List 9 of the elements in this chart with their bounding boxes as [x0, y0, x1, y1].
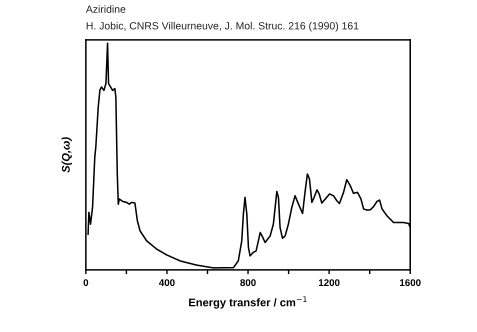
y-axis-title: S(Q,ω): [62, 137, 72, 173]
x-tick-label: 0: [84, 279, 88, 286]
x-tick-label: 1200: [318, 279, 340, 286]
chart-title: Aziridine: [86, 5, 126, 13]
x-tick-label: 800: [240, 279, 256, 286]
x-tick-label: 400: [158, 279, 175, 286]
x-tick-label: 1600: [400, 279, 421, 286]
chart-subtitle: H. Jobic, CNRS Villeurneuve, J. Mol. Struc. 216 (1990) 161: [86, 22, 358, 32]
x-axis-title: Energy transfer / cm$^{−1}$: [189, 296, 307, 309]
